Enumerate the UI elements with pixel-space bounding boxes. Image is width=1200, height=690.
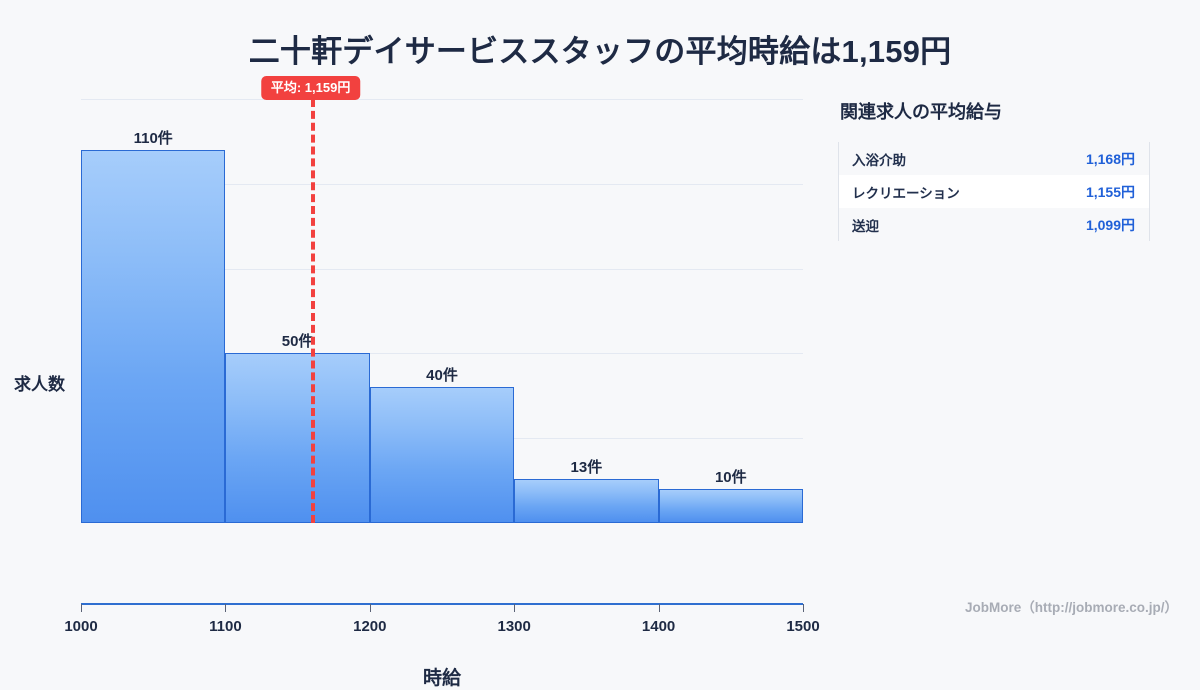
chart-gridline (81, 268, 803, 270)
x-axis-tick (369, 604, 371, 612)
histogram-bar-label: 13件 (570, 458, 603, 476)
related-job-row[interactable]: レクリエーション 1,155円 (839, 175, 1149, 208)
chart-gridline (81, 99, 803, 100)
histogram-bar (225, 353, 370, 523)
x-axis-tick-label: 1500 (786, 618, 820, 635)
x-axis-title: 時給 (422, 668, 461, 689)
histogram-bar (658, 489, 803, 523)
related-job-value: 1,168円 (1085, 150, 1135, 167)
mean-value-badge: 平均: 1,159円 (260, 76, 361, 100)
related-job-label: 入浴介助 (852, 152, 906, 168)
y-axis-title: 求人数 (14, 375, 65, 394)
histogram-bar (81, 149, 226, 523)
x-axis-tick (81, 604, 82, 612)
histogram-bar-label: 40件 (426, 367, 458, 385)
x-axis-tick-label: 1300 (497, 618, 531, 635)
x-axis-tick (658, 604, 660, 612)
chart-plot-area: 110件 50件 40件 13件 10件 平均: 1,159円 (81, 76, 803, 523)
x-axis-tick-label: 1200 (353, 618, 387, 635)
x-axis-tick-label: 1000 (64, 618, 98, 635)
related-jobs-table: 入浴介助 1,168円レクリエーション 1,155円送迎 1,099円 (838, 142, 1150, 241)
x-axis-line (81, 603, 803, 605)
histogram-bar-label: 110件 (133, 129, 173, 147)
related-jobs-title: 関連求人の平均給与 (840, 102, 1002, 122)
x-axis-tick-label: 1100 (209, 618, 242, 635)
chart-gridline (81, 353, 803, 355)
histogram-bar-label: 50件 (281, 333, 314, 351)
related-job-value: 1,155円 (1085, 183, 1135, 200)
related-job-row[interactable]: 入浴介助 1,168円 (839, 142, 1149, 175)
related-jobs-panel: 関連求人の平均給与 入浴介助 1,168円レクリエーション 1,155円送迎 1,09… (838, 98, 1178, 241)
related-job-row[interactable]: 送迎 1,099円 (839, 208, 1149, 241)
histogram-chart: 110件 50件 40件 13件 10件 平均: 1,159円 1000 1100 1200 1… (0, 76, 830, 689)
histogram-bar-label: 10件 (714, 469, 747, 487)
x-axis-tick-label: 1400 (641, 618, 676, 635)
related-job-label: レクリエーション (852, 185, 960, 201)
watermark-footer: JobMore（http://jobmore.co.jp/） (965, 600, 1178, 615)
x-axis-tick (225, 604, 227, 612)
x-axis-tick (803, 604, 804, 612)
chart-gridline (81, 183, 803, 185)
histogram-bar (514, 478, 659, 523)
x-axis-tick (514, 604, 516, 612)
histogram-bar (369, 387, 515, 523)
mean-value-line (310, 99, 315, 523)
related-job-value: 1,099円 (1085, 216, 1135, 233)
related-job-label: 送迎 (852, 218, 879, 234)
page-title: 二十軒デイサービススタッフの平均時給は1,159円 (248, 34, 952, 69)
